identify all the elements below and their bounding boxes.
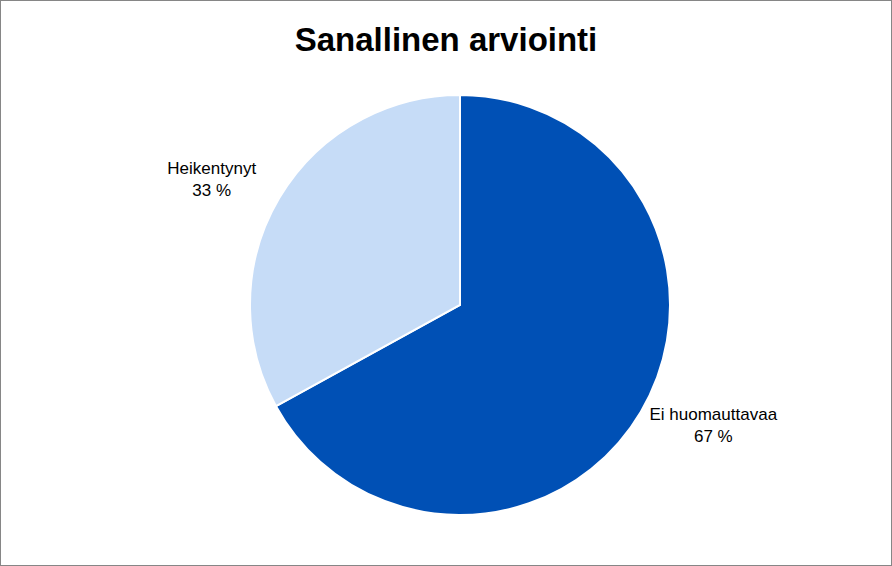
html-text:Sanallinen arviointi: Sanallinen arviointi	[294, 21, 598, 58]
svg-text:Heikentynyt33 %: Heikentynyt33 %	[167, 159, 256, 200]
svg-text:Ei huomauttavaa67 %: Ei huomauttavaa67 %	[650, 405, 778, 446]
